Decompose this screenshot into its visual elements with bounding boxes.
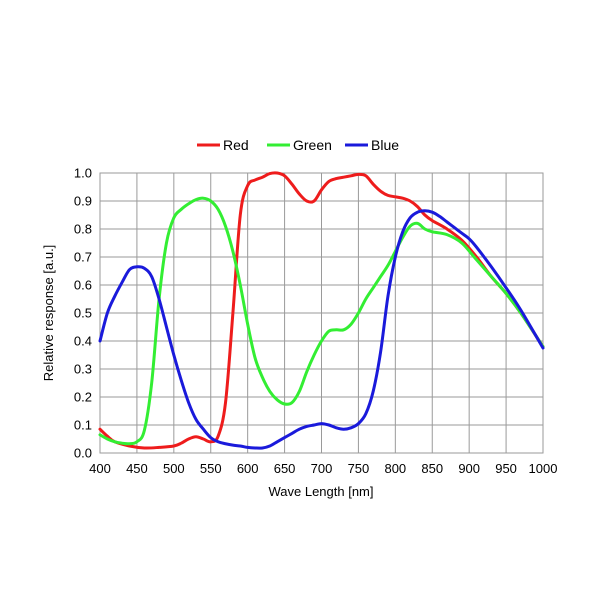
- y-tick-label: 0.6: [74, 278, 92, 293]
- x-tick-labels: 400 450 500 550 600 650 700 750 800 850 900 950 1000: [89, 461, 557, 476]
- x-tick-label: 800: [384, 461, 406, 476]
- y-tick-label: 1.0: [74, 166, 92, 181]
- x-tick-label: 850: [421, 461, 443, 476]
- y-tick-label: 0.1: [74, 418, 92, 433]
- y-tick-label: 0.9: [74, 194, 92, 209]
- x-tick-label: 550: [200, 461, 222, 476]
- y-tick-label: 0.7: [74, 250, 92, 265]
- x-tick-label: 1000: [529, 461, 558, 476]
- series-line-blue: [98, 209, 545, 450]
- y-tick-label: 0.2: [74, 390, 92, 405]
- x-tick-label: 700: [311, 461, 333, 476]
- series-line-green: [98, 196, 545, 446]
- legend-label-blue: Blue: [371, 137, 399, 153]
- x-tick-label: 400: [89, 461, 111, 476]
- x-tick-label: 600: [237, 461, 259, 476]
- y-tick-label: 0.5: [74, 306, 92, 321]
- x-axis-title: Wave Length [nm]: [268, 484, 373, 499]
- series-line-red: [98, 171, 545, 450]
- x-tick-label: 500: [163, 461, 185, 476]
- y-axis-title: Relative response [a.u.]: [41, 245, 56, 382]
- y-tick-label: 0.8: [74, 222, 92, 237]
- legend: Red Green Blue: [197, 137, 399, 153]
- y-tick-label: 0.0: [74, 446, 92, 461]
- x-tick-label: 650: [274, 461, 296, 476]
- x-tick-label: 450: [126, 461, 148, 476]
- series-layer: [98, 171, 545, 450]
- y-tick-label: 0.3: [74, 362, 92, 377]
- x-tick-label: 950: [495, 461, 517, 476]
- legend-label-red: Red: [223, 137, 249, 153]
- x-tick-label: 750: [348, 461, 370, 476]
- legend-label-green: Green: [293, 137, 332, 153]
- y-tick-label: 0.4: [74, 334, 92, 349]
- y-tick-labels: 0.0 0.1 0.2 0.3 0.4 0.5 0.6 0.7 0.8 0.9 1.0: [74, 166, 92, 461]
- grid: [99, 172, 544, 454]
- x-tick-label: 900: [458, 461, 480, 476]
